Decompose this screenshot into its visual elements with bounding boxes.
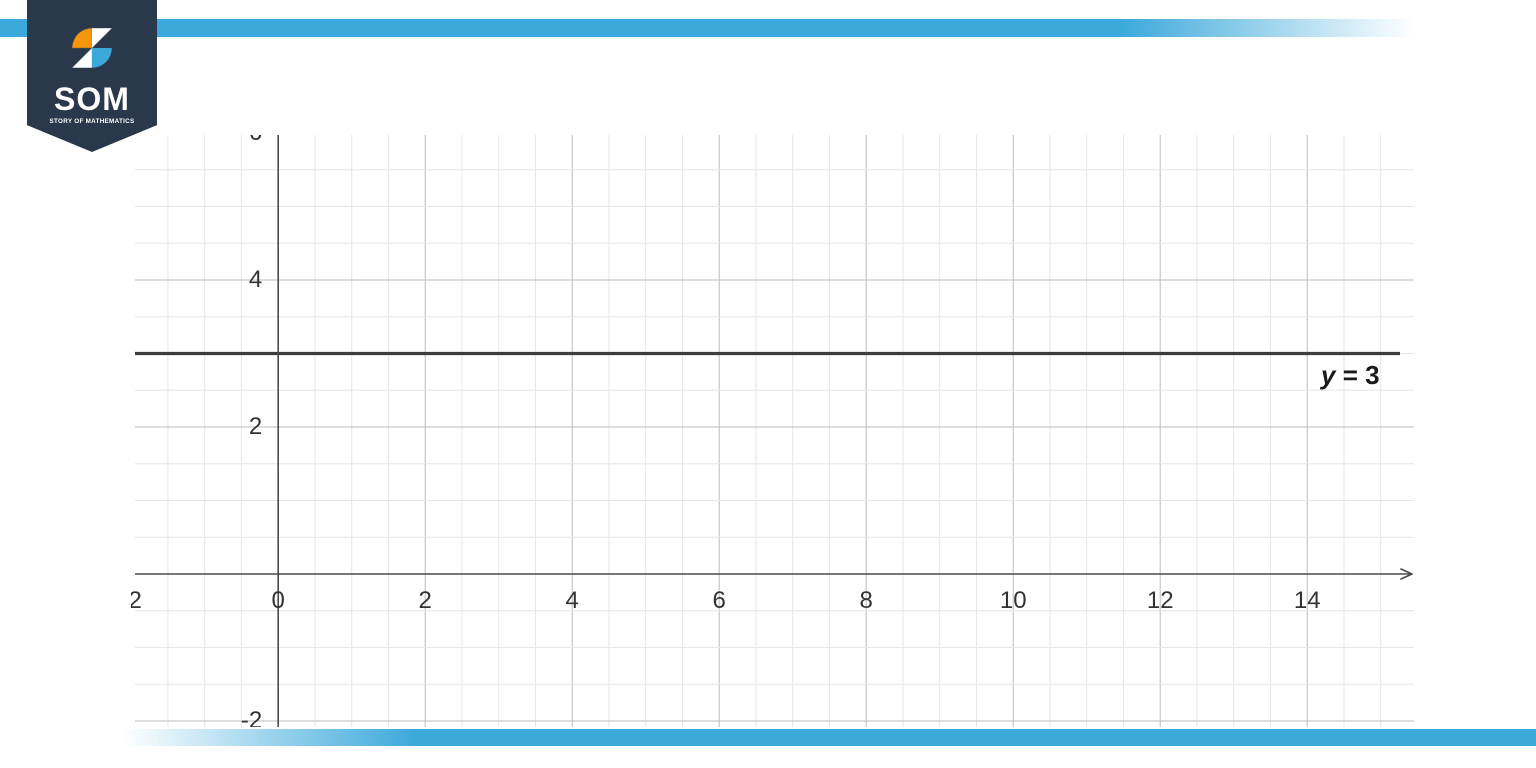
svg-text:8: 8 [860,587,873,614]
svg-text:12: 12 [1147,587,1174,614]
svg-text:4: 4 [249,266,262,293]
svg-text:6: 6 [713,587,726,614]
svg-text:14: 14 [1294,587,1321,614]
svg-text:4: 4 [566,587,579,614]
svg-text:2: 2 [419,587,432,614]
svg-text:-2: -2 [241,707,262,734]
svg-text:-2: -2 [121,587,142,614]
svg-text:6: 6 [249,119,262,146]
svg-text:10: 10 [1000,587,1027,614]
svg-text:0: 0 [272,587,285,614]
svg-text:2: 2 [249,413,262,440]
